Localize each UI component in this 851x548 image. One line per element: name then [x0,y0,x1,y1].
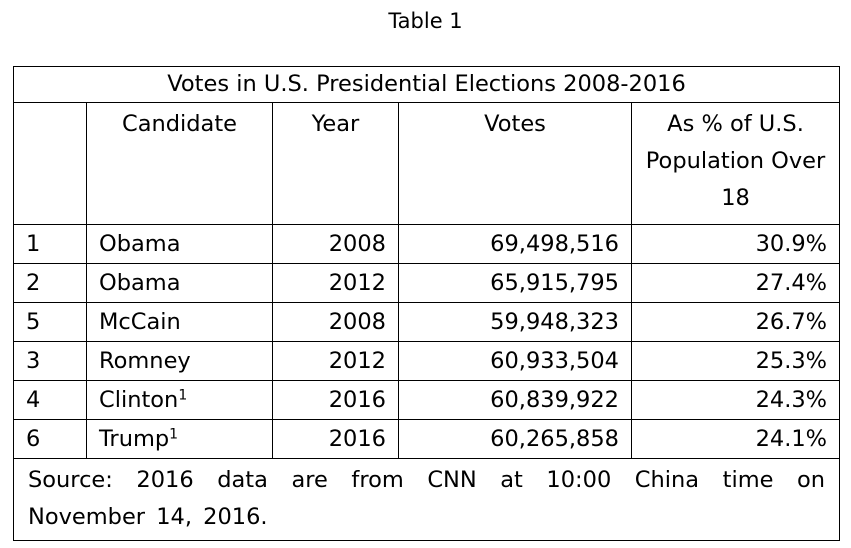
header-candidate: Candidate [86,102,273,225]
header-votes: Votes [398,102,632,225]
percent-cell: 24.3% [630,380,841,420]
candidate-cell: McCain [86,302,273,342]
votes-cell: 60,933,504 [398,341,632,381]
rank-cell: 4 [13,380,87,420]
footnote-marker: 1 [169,426,179,443]
source-note: Source: 2016 data are from CNN at 10:00 … [12,458,841,541]
footnote-marker: 1 [178,387,188,404]
table-title: Votes in U.S. Presidential Elections 200… [12,66,841,103]
table-row: 2 Obama 2012 65,915,795 27.4% [13,263,841,303]
candidate-name: Obama [99,270,181,296]
percent-cell: 26.7% [630,302,841,342]
year-cell: 2016 [272,380,399,420]
year-cell: 2008 [272,302,399,342]
header-rank [13,102,87,225]
votes-cell: 65,915,795 [398,263,632,303]
candidate-cell: Clinton1 [86,380,273,420]
rank-cell: 5 [13,302,87,342]
header-year: Year [272,102,399,225]
source-row: Source: 2016 data are from CNN at 10:00 … [12,458,841,541]
rank-cell: 6 [13,419,87,459]
candidate-cell: Trump1 [86,419,273,459]
candidate-name: Clinton [99,387,179,413]
candidate-name: Obama [99,231,181,257]
rank-cell: 3 [13,341,87,381]
year-cell: 2012 [272,341,399,381]
candidate-cell: Obama [86,263,273,303]
table-caption: Table 1 [388,9,463,33]
candidate-name: Trump [99,426,170,452]
year-cell: 2012 [272,263,399,303]
rank-cell: 2 [13,263,87,303]
votes-cell: 69,498,516 [398,224,632,264]
year-cell: 2008 [272,224,399,264]
votes-cell: 59,948,323 [398,302,632,342]
table-row: 1 Obama 2008 69,498,516 30.9% [13,224,841,264]
table-body: 1 Obama 2008 69,498,516 30.9% 2 Obama 2012 65,91… [13,224,841,459]
votes-cell: 60,265,858 [398,419,632,459]
table-row: 6 Trump1 2016 60,265,858 24.1% [13,419,841,459]
candidate-name: McCain [99,309,181,335]
candidate-name: Romney [99,348,191,374]
votes-cell: 60,839,922 [398,380,632,420]
votes-table: Votes in U.S. Presidential Elections 200… [12,66,841,541]
candidate-cell: Obama [86,224,273,264]
header-row: Candidate Year Votes As % of U.S. Popula… [13,102,841,225]
percent-cell: 25.3% [630,341,841,381]
percent-cell: 27.4% [630,263,841,303]
table-row: 3 Romney 2012 60,933,504 25.3% [13,341,841,381]
header-percent: As % of U.S. Population Over 18 [630,102,841,225]
candidate-cell: Romney [86,341,273,381]
table-title-row: Votes in U.S. Presidential Elections 200… [12,66,841,103]
table-row: 5 McCain 2008 59,948,323 26.7% [13,302,841,342]
rank-cell: 1 [13,224,87,264]
table-row: 4 Clinton1 2016 60,839,922 24.3% [13,380,841,420]
year-cell: 2016 [272,419,399,459]
percent-cell: 30.9% [630,224,841,264]
percent-cell: 24.1% [630,419,841,459]
